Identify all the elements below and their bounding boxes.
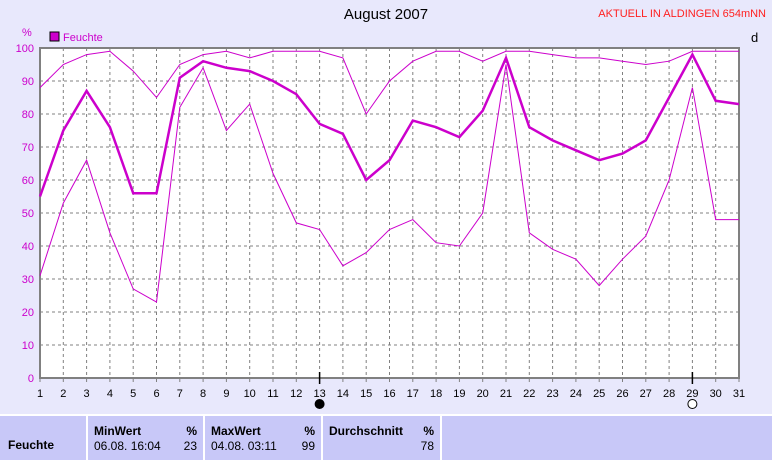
series-line-max: [39, 50, 739, 116]
y-tick-label: 20: [22, 307, 34, 319]
new-moon-icon: [314, 399, 325, 409]
x-tick-label: 11: [267, 388, 278, 400]
x-tick-label: 25: [593, 388, 605, 400]
min-unit: %: [186, 424, 197, 438]
y-tick-label: 40: [22, 241, 34, 253]
avg-unit: %: [423, 424, 434, 438]
x-tick-label: 7: [177, 388, 183, 400]
x-tick-label: 3: [84, 388, 90, 400]
legend-label: Feuchte: [63, 32, 103, 44]
y-tick-label: 100: [16, 43, 34, 55]
x-tick-label: 9: [223, 388, 229, 400]
y-tick-label: 50: [22, 208, 34, 220]
x-tick-label: 16: [383, 388, 395, 400]
stats-table: Feuchte MinWert % 06.08. 16:04 23 MaxWer…: [0, 414, 772, 460]
x-tick-label: 26: [616, 388, 628, 400]
y-tick-label: 60: [22, 175, 34, 187]
x-tick-label: 23: [546, 388, 558, 400]
x-tick-label: 6: [153, 388, 159, 400]
avg-header: Durchschnitt: [329, 424, 404, 438]
x-tick-label: 8: [200, 388, 206, 400]
series-line-min: [39, 64, 739, 303]
max-header: MaxWert: [211, 424, 261, 438]
min-cell: MinWert % 06.08. 16:04 23: [88, 416, 205, 460]
legend-swatch: [49, 31, 60, 42]
x-tick-label: 21: [500, 388, 512, 400]
x-tick-label: 19: [453, 388, 465, 400]
row-label-cell: Feuchte: [0, 416, 88, 460]
max-value: 99: [301, 439, 315, 453]
x-tick-label: 17: [407, 388, 419, 400]
y-tick-label: 10: [22, 340, 34, 352]
max-cell: MaxWert % 04.08. 03:11 99: [205, 416, 323, 460]
row-label: Feuchte: [8, 438, 55, 452]
x-tick-label: 22: [523, 388, 535, 400]
avg-cell: Durchschnitt % 78: [323, 416, 442, 460]
x-tick-label: 14: [337, 388, 349, 400]
y-tick-label: 90: [22, 76, 34, 88]
x-tick-label: 18: [430, 388, 442, 400]
max-time: 04.08. 03:11: [211, 439, 277, 453]
x-tick-label: 12: [290, 388, 302, 400]
x-tick-label: 27: [640, 388, 652, 400]
x-tick-label: 1: [37, 388, 43, 400]
y-tick-label: 0: [28, 373, 34, 385]
x-tick-label: 4: [107, 388, 113, 400]
avg-value: 78: [420, 439, 434, 453]
x-tick-label: 15: [360, 388, 372, 400]
y-tick-label: 30: [22, 274, 34, 286]
cut-label: d: [751, 30, 759, 45]
min-value: 23: [183, 439, 197, 453]
x-tick-label: 10: [244, 388, 256, 400]
x-tick-label: 2: [60, 388, 66, 400]
min-header: MinWert: [94, 424, 142, 438]
x-tick-label: 29: [686, 388, 698, 400]
y-tick-label: 80: [22, 109, 34, 121]
x-tick-label: 31: [733, 388, 745, 400]
station-label: AKTUELL IN ALDINGEN 654mNN: [598, 8, 766, 20]
x-tick-label: 30: [710, 388, 722, 400]
y-axis-label: %: [22, 27, 32, 39]
x-tick-label: 13: [313, 388, 325, 400]
max-unit: %: [304, 424, 315, 438]
x-tick-label: 20: [477, 388, 489, 400]
x-tick-label: 5: [130, 388, 136, 400]
full-moon-icon: [687, 399, 698, 409]
x-tick-label: 24: [570, 388, 582, 400]
chart-title: August 2007: [343, 6, 429, 23]
x-tick-label: 28: [663, 388, 675, 400]
min-time: 06.08. 16:04: [94, 439, 161, 453]
y-tick-label: 70: [22, 142, 34, 154]
series-line-average: [38, 51, 740, 197]
